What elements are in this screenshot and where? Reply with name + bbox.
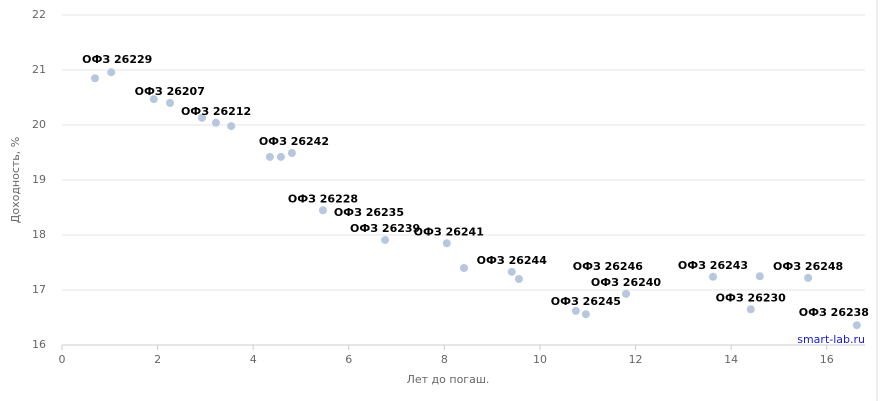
y-tick-label: 17	[32, 283, 46, 296]
point	[514, 275, 523, 283]
y-tick-label: 16	[32, 338, 46, 351]
x-axis-label: Лет до погаш.	[407, 373, 490, 386]
point	[107, 68, 116, 77]
y-tick-label: 21	[32, 63, 46, 76]
point-label: ОФЗ 26228	[288, 192, 358, 205]
point-label: ОФЗ 26241	[414, 225, 484, 238]
point	[166, 99, 175, 107]
point	[571, 306, 580, 315]
point-label: ОФЗ 26244	[477, 254, 548, 267]
x-tick-label: 2	[154, 353, 161, 366]
y-tick-label: 20	[32, 118, 46, 131]
point-label: ОФЗ 26248	[773, 260, 843, 273]
point-label: ОФЗ 26239	[350, 222, 420, 235]
point	[381, 235, 390, 244]
y-tick-label: 22	[32, 8, 46, 21]
point	[709, 272, 718, 281]
point	[755, 272, 764, 281]
point	[287, 149, 296, 158]
point	[318, 206, 327, 215]
point-label: ОФЗ 26207	[135, 85, 205, 98]
point-label: ОФЗ 26235	[334, 206, 404, 219]
point	[198, 113, 207, 122]
point-label: ОФЗ 26243	[678, 259, 748, 272]
point-label: ОФЗ 26240	[591, 276, 662, 289]
point	[459, 264, 468, 272]
y-axis-label: Доходность, %	[9, 137, 22, 223]
x-tick-label: 8	[441, 353, 448, 366]
credit: smart-lab.ru	[797, 333, 865, 346]
x-tick-label: 14	[724, 353, 738, 366]
point-label: ОФЗ 26245	[551, 295, 621, 308]
point	[227, 122, 236, 131]
x-tick-label: 6	[345, 353, 352, 366]
x-tick-label: 12	[629, 353, 643, 366]
y-tick-label: 19	[32, 173, 46, 186]
x-tick-label: 16	[820, 353, 834, 366]
point-label: ОФЗ 26230	[716, 291, 787, 304]
point	[276, 152, 285, 161]
point-label: ОФЗ 26238	[799, 306, 869, 319]
point	[581, 310, 590, 319]
point	[211, 118, 220, 127]
point-label: ОФЗ 26242	[259, 135, 329, 148]
x-tick-label: 4	[250, 353, 257, 366]
point	[265, 152, 274, 161]
point	[442, 239, 451, 248]
x-tick-label: 0	[59, 353, 66, 366]
point-label: ОФЗ 26246	[573, 260, 644, 273]
point	[804, 273, 813, 282]
point	[507, 267, 516, 276]
point	[149, 95, 158, 104]
point-label: ОФЗ 26229	[82, 53, 152, 66]
point	[90, 74, 99, 83]
point-label: ОФЗ 26212	[181, 105, 251, 118]
y-tick-label: 18	[32, 228, 46, 241]
point	[852, 321, 861, 330]
x-tick-label: 10	[533, 353, 547, 366]
point	[746, 305, 755, 314]
point	[622, 289, 631, 298]
